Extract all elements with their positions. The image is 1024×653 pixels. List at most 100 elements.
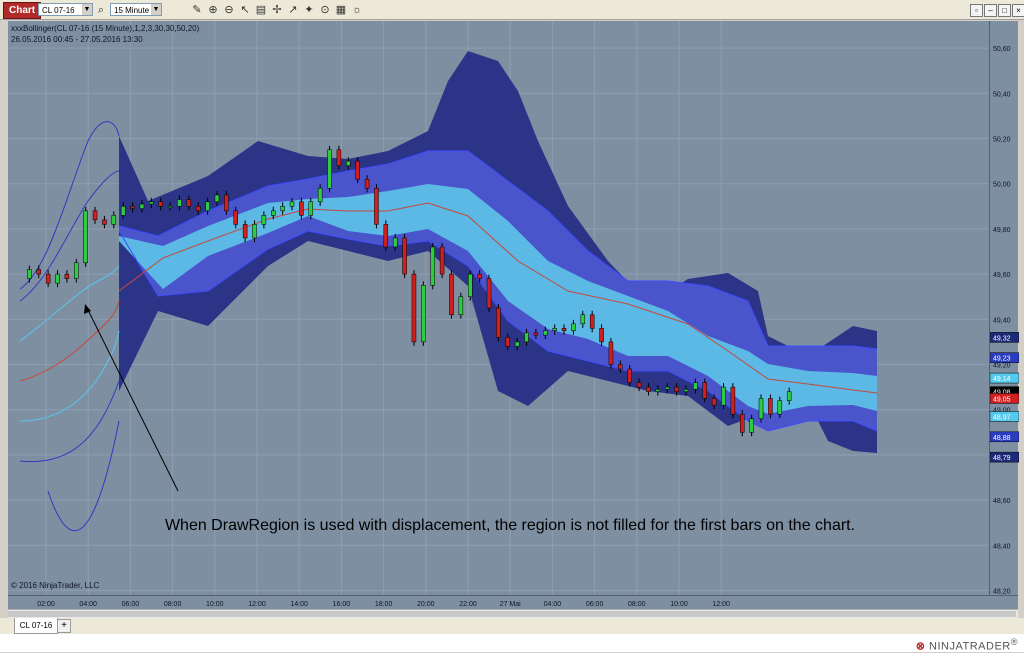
x-tick-label: 14:00 xyxy=(290,601,308,608)
price-chart: xxxBollinger(CL 07-16 (15 Minute),1,2,3,… xyxy=(8,21,989,595)
restore-icon[interactable]: ▫ xyxy=(970,4,983,17)
refresh-icon[interactable]: ⊙ xyxy=(320,4,330,16)
footer: ⊗ NINJATRADER® xyxy=(0,634,1024,653)
last-value-label: 48,97 xyxy=(993,414,1011,421)
interval-value: 15 Minute xyxy=(114,6,150,15)
y-tick-label: 50,20 xyxy=(993,137,1011,144)
candle-body xyxy=(533,332,539,336)
options-icon[interactable]: ▦ xyxy=(335,4,347,16)
band-lines xyxy=(19,121,878,532)
candle-body xyxy=(355,160,360,180)
search-icon[interactable]: ⌕ xyxy=(97,4,105,16)
properties-icon[interactable]: ✦ xyxy=(304,4,314,16)
instrument-select[interactable]: CL 07-16 ▼ xyxy=(38,3,93,16)
zoom-in-icon[interactable]: ⊕ xyxy=(208,4,218,16)
candle-body xyxy=(786,391,792,401)
candle-body xyxy=(195,206,201,212)
candle-body xyxy=(392,237,398,248)
candle-body xyxy=(505,337,511,347)
candle-body xyxy=(317,187,323,203)
close-icon[interactable]: × xyxy=(1012,4,1024,17)
zoom-out-icon[interactable]: ⊖ xyxy=(224,4,234,16)
candle-body xyxy=(561,328,567,331)
chevron-down-icon: ▼ xyxy=(82,4,92,15)
arrow-head xyxy=(84,304,91,314)
chart-plot-area[interactable]: xxxBollinger(CL 07-16 (15 Minute),1,2,3,… xyxy=(8,21,989,595)
copyright-label: © 2016 NinjaTrader, LLC xyxy=(11,581,100,590)
instrument-value: CL 07-16 xyxy=(42,6,75,15)
scrollbar-thumb[interactable] xyxy=(8,611,1016,617)
candle-body xyxy=(721,386,726,406)
time-axis[interactable]: 02:00 04:00 06:00 08:00 10:00 12:00 14:00 16:00… xyxy=(8,595,1018,609)
candle-body xyxy=(299,201,304,216)
horizontal-scrollbar[interactable] xyxy=(8,609,1018,618)
crosshair-icon[interactable]: ✢ xyxy=(272,4,282,16)
x-tick-label: 10:00 xyxy=(206,601,224,608)
price-axis[interactable]: 50,60 50,40 50,20 50,00 49,80 49,60 49,40 49,20… xyxy=(989,21,1020,595)
candle-body xyxy=(364,178,370,189)
add-tab-icon[interactable]: + xyxy=(57,619,71,633)
pointer-icon[interactable]: ↖ xyxy=(240,4,250,16)
candle-body xyxy=(92,210,98,221)
y-tick-label: 48,40 xyxy=(993,543,1011,550)
y-tick-label: 50,40 xyxy=(993,91,1011,98)
y-tick-label: 49,40 xyxy=(993,317,1011,324)
candle-body xyxy=(543,330,548,336)
candle-body xyxy=(336,149,342,166)
candle-body xyxy=(552,328,557,331)
candle-body xyxy=(186,199,192,207)
candle-body xyxy=(599,328,604,343)
candle-body xyxy=(167,206,173,209)
last-value-label: 49,08 xyxy=(993,390,1011,397)
candle-body xyxy=(449,273,454,316)
lower-inner-line-left xyxy=(19,330,120,422)
date-range-label: 26.05.2016 00:45 - 27.05.2016 13:30 xyxy=(11,35,143,44)
candle-body xyxy=(477,273,482,279)
candle-body xyxy=(768,398,773,415)
x-tick-label: 27 Mai xyxy=(500,601,521,608)
y-tick-label: 50,60 xyxy=(993,46,1011,53)
candle-body xyxy=(308,201,314,216)
draw-icon[interactable]: ↗ xyxy=(288,4,298,16)
candle-body xyxy=(655,389,661,392)
candle-body xyxy=(636,382,642,388)
candle-body xyxy=(664,386,670,390)
candle-body xyxy=(758,398,764,419)
last-value-label: 49,23 xyxy=(993,356,1011,363)
candle-body xyxy=(205,201,210,212)
candles xyxy=(27,145,792,437)
y-tick-label: 49,80 xyxy=(993,227,1011,234)
pencil-icon[interactable]: ✎ xyxy=(192,4,202,16)
candle-body xyxy=(571,323,576,331)
upper-band-line xyxy=(118,150,878,350)
candle-body xyxy=(777,400,783,415)
candle-body xyxy=(55,273,60,284)
last-value-label: 48,79 xyxy=(993,455,1011,462)
candle-body xyxy=(486,278,492,309)
candle-body xyxy=(580,314,586,325)
brand-name: NINJATRADER xyxy=(929,640,1011,653)
x-tick-label: 02:00 xyxy=(37,601,55,608)
interval-select[interactable]: 15 Minute ▼ xyxy=(110,3,162,16)
minimize-icon[interactable]: – xyxy=(984,4,997,17)
candle-body xyxy=(271,210,276,216)
y-tick-label: 49,00 xyxy=(993,408,1011,415)
x-tick-label: 12:00 xyxy=(248,601,266,608)
candle-body xyxy=(111,215,117,225)
candle-body xyxy=(36,269,42,275)
x-tick-label: 08:00 xyxy=(628,601,646,608)
candle-body xyxy=(702,382,707,399)
candle-body xyxy=(467,273,473,297)
candle-body xyxy=(327,149,332,189)
data-box-icon[interactable]: ▤ xyxy=(255,4,267,16)
x-tick-label: 04:00 xyxy=(544,601,562,608)
tab-instrument[interactable]: CL 07-16 xyxy=(14,618,58,634)
maximize-icon[interactable]: □ xyxy=(998,4,1011,17)
last-value-label: 48,88 xyxy=(993,435,1011,442)
candle-body xyxy=(627,368,632,383)
x-tick-label: 12:00 xyxy=(712,601,730,608)
candle-body xyxy=(74,262,79,279)
candle-body xyxy=(289,201,295,207)
candle-body xyxy=(120,206,126,216)
settings-icon[interactable]: ☼ xyxy=(351,4,363,16)
